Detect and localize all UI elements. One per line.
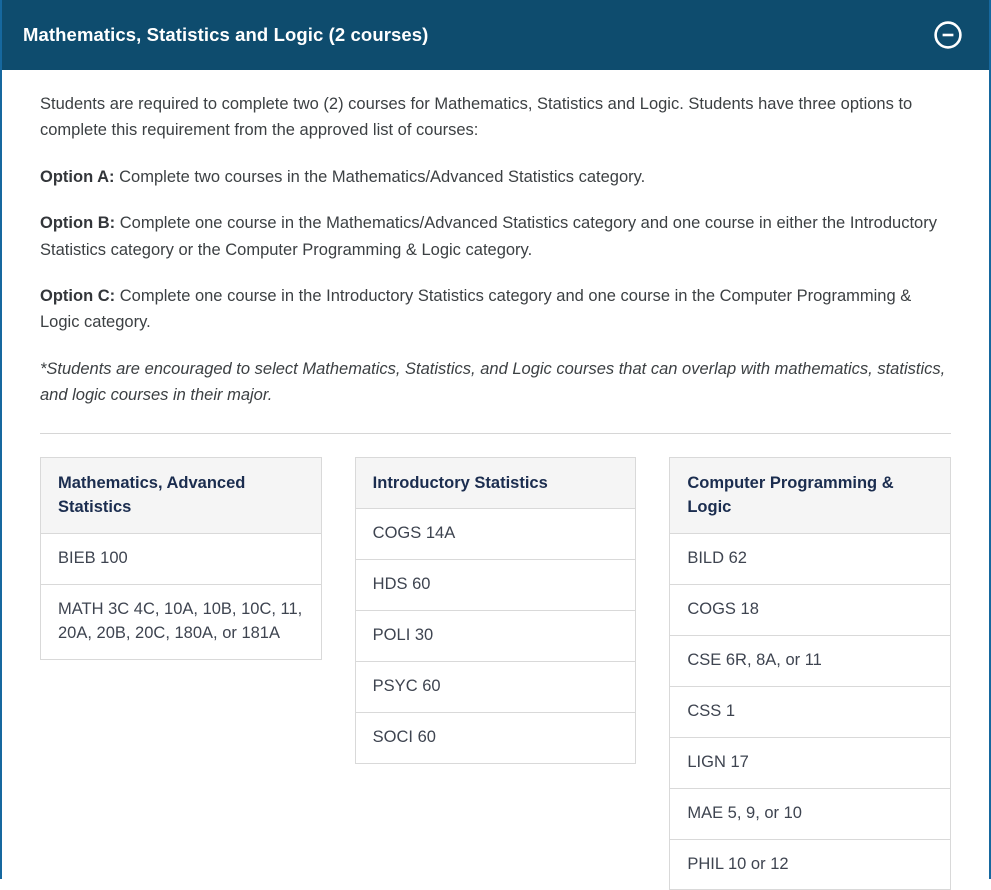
table-row: BIEB 100	[40, 533, 322, 585]
table-row: PHIL 10 or 12	[669, 838, 952, 890]
option-b-label: Option B:	[40, 214, 116, 233]
course-cell: COGS 18	[669, 583, 952, 636]
table-row: PSYC 60	[354, 661, 637, 713]
course-table-introductory-statistics: Introductory Statistics COGS 14A HDS 60 …	[354, 456, 637, 764]
course-cell: BILD 62	[669, 533, 952, 585]
option-a-text: Complete two courses in the Mathematics/…	[119, 167, 646, 186]
minus-circle-icon	[933, 20, 963, 50]
table-header-row: Mathematics, Advanced Statistics	[40, 456, 322, 535]
column-header: Introductory Statistics	[354, 456, 637, 510]
course-cell: PHIL 10 or 12	[669, 838, 952, 890]
table-row: POLI 30	[354, 610, 637, 663]
course-cell: HDS 60	[354, 559, 637, 612]
course-cell: MAE 5, 9, or 10	[669, 787, 952, 840]
table-row: CSS 1	[669, 685, 952, 738]
intro-paragraph: Students are required to complete two (2…	[40, 95, 913, 140]
overlap-note: *Students are encouraged to select Mathe…	[40, 359, 946, 405]
option-a-label: Option A:	[40, 167, 115, 186]
table-header-row: Computer Programming & Logic	[669, 456, 952, 535]
option-c-label: Option C:	[40, 286, 116, 305]
table-row: CSE 6R, 8A, or 11	[669, 634, 952, 687]
column-header: Computer Programming & Logic	[669, 456, 952, 535]
course-tables-row: Mathematics, Advanced Statistics BIEB 10…	[40, 456, 952, 890]
course-cell: LIGN 17	[669, 736, 952, 789]
table-row: COGS 14A	[354, 508, 637, 561]
course-cell: CSS 1	[669, 685, 952, 738]
option-c-text: Complete one course in the Introductory …	[40, 286, 912, 332]
divider	[40, 432, 951, 434]
accordion-header[interactable]: Mathematics, Statistics and Logic (2 cou…	[2, 0, 989, 70]
table-row: HDS 60	[354, 559, 637, 612]
course-table-math-advanced-statistics: Mathematics, Advanced Statistics BIEB 10…	[40, 456, 322, 660]
course-cell: COGS 14A	[354, 508, 637, 561]
section-content: Students are required to complete two (2…	[2, 70, 989, 890]
course-cell: PSYC 60	[354, 661, 637, 713]
collapse-button[interactable]	[933, 20, 963, 50]
course-cell: MATH 3C 4C, 10A, 10B, 10C, 11, 20A, 20B,…	[40, 583, 322, 660]
table-row: COGS 18	[669, 583, 952, 636]
table-row: BILD 62	[669, 533, 952, 585]
table-row: MAE 5, 9, or 10	[669, 787, 952, 840]
option-b-text: Complete one course in the Mathematics/A…	[40, 214, 937, 259]
course-cell: BIEB 100	[40, 533, 322, 585]
course-table-computer-programming-logic: Computer Programming & Logic BILD 62 COG…	[669, 456, 952, 890]
table-row: SOCI 60	[354, 711, 637, 764]
section-title: Mathematics, Statistics and Logic (2 cou…	[23, 24, 429, 45]
course-cell: CSE 6R, 8A, or 11	[669, 634, 952, 687]
course-cell: SOCI 60	[354, 711, 637, 764]
option-c-paragraph: Option C: Complete one course in the Int…	[40, 283, 951, 336]
table-header-row: Introductory Statistics	[354, 456, 637, 510]
column-header: Mathematics, Advanced Statistics	[40, 456, 322, 535]
table-row: MATH 3C 4C, 10A, 10B, 10C, 11, 20A, 20B,…	[40, 583, 322, 660]
option-a-paragraph: Option A: Complete two courses in the Ma…	[40, 164, 951, 190]
course-cell: POLI 30	[354, 610, 637, 663]
option-b-paragraph: Option B: Complete one course in the Mat…	[40, 210, 951, 263]
table-row: LIGN 17	[669, 736, 952, 789]
